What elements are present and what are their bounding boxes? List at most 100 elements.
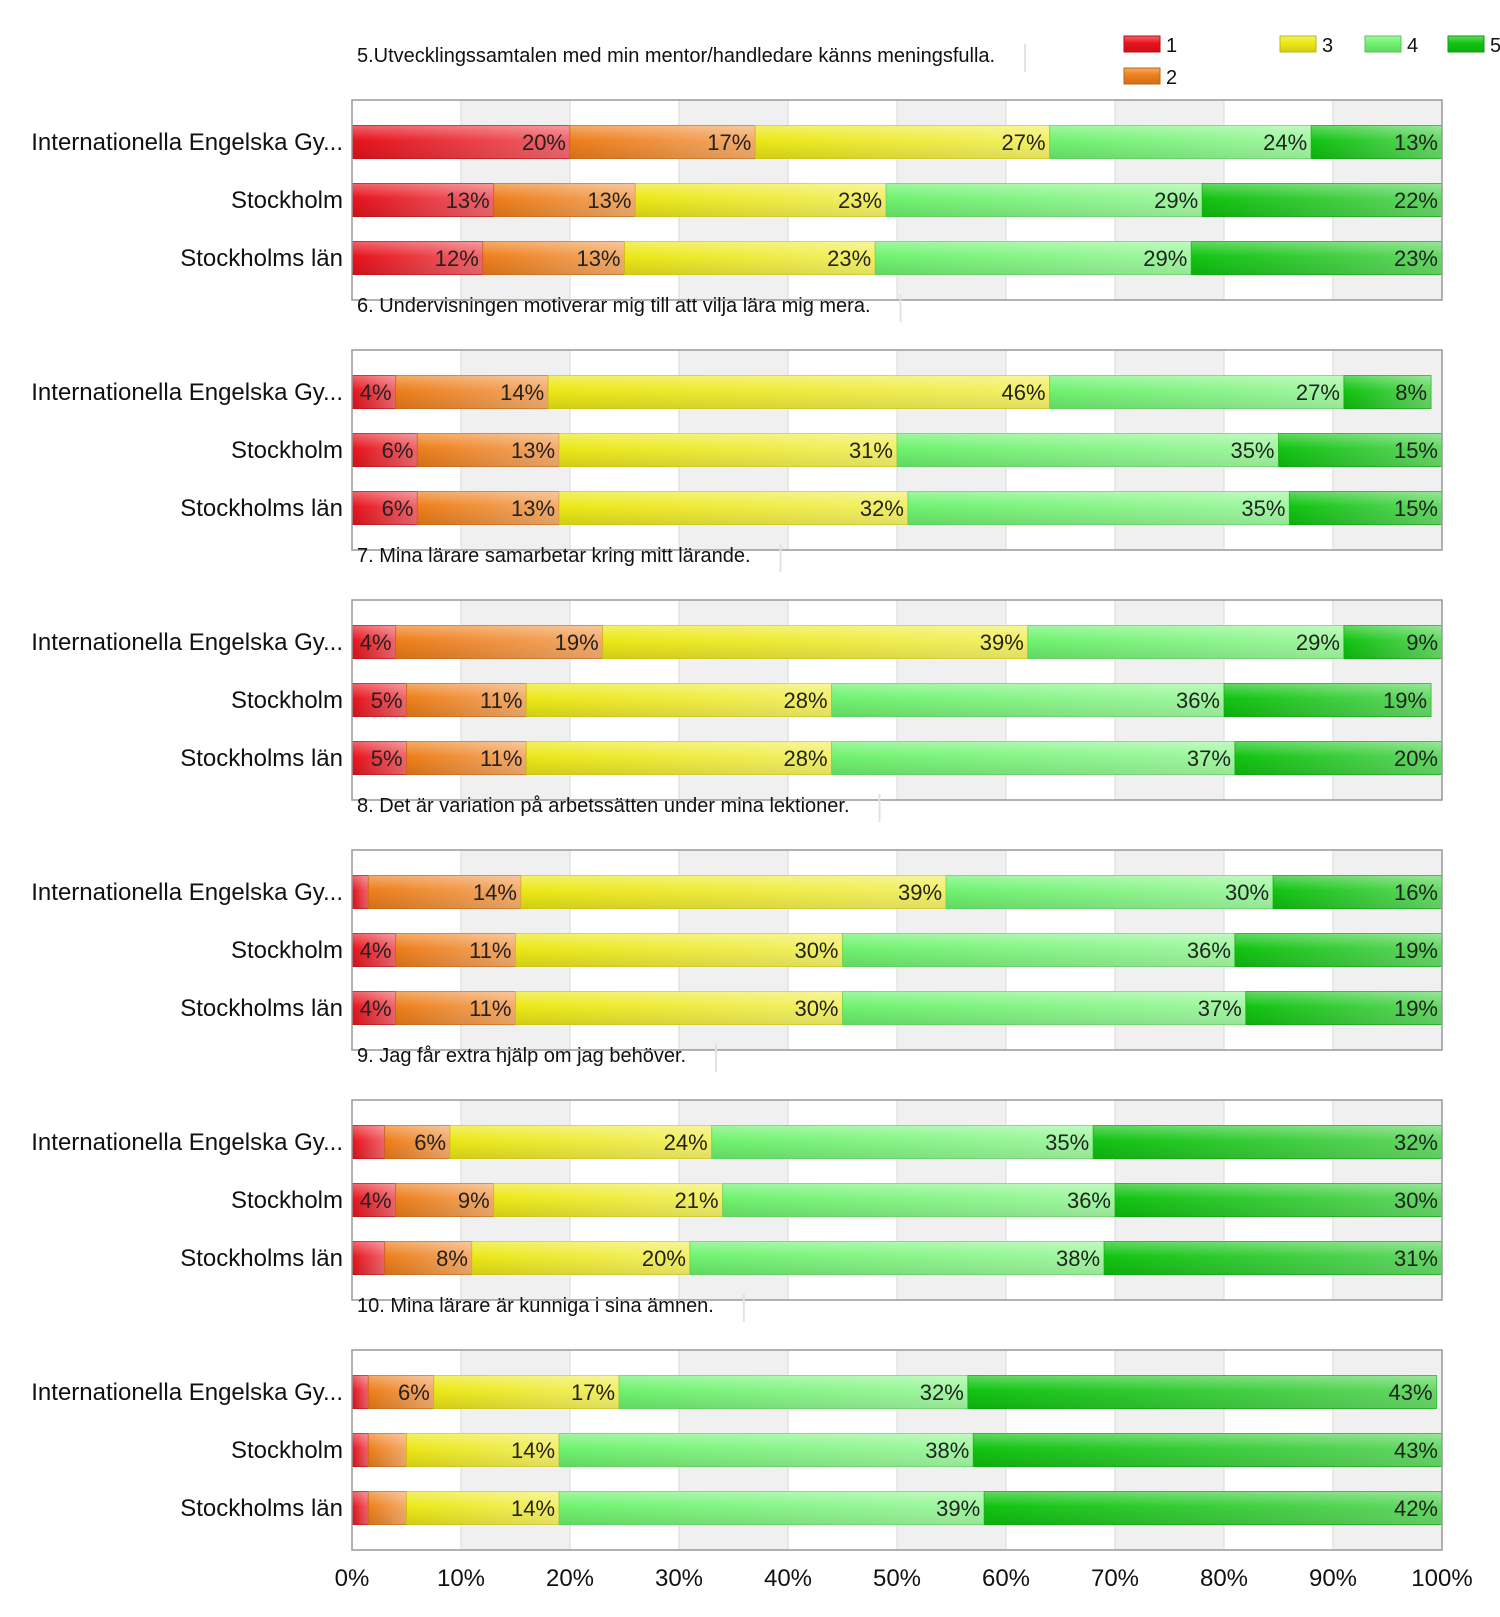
bar-segment-sheen <box>352 933 396 967</box>
bar-segment-sheen <box>526 741 832 775</box>
category-label: Stockholm <box>231 1437 343 1464</box>
panel-title: 8. Det är variation på arbetssätten unde… <box>357 795 850 817</box>
bar-segment-sheen <box>395 625 603 659</box>
panel-1: 5.Utvecklingssamtalen med min mentor/han… <box>31 44 1443 301</box>
bar-segment-outline <box>967 1375 1438 1409</box>
data-label: 11% <box>469 996 511 1021</box>
data-label: 4% <box>360 1188 392 1213</box>
bar-segment-sheen <box>946 875 1274 909</box>
category-label: Stockholms län <box>180 745 343 772</box>
bar-segment-sheen <box>515 933 843 967</box>
panel-frame <box>351 1349 1443 1551</box>
bar-segment-sheen <box>384 1241 472 1275</box>
bar-segment-sheen <box>352 1125 385 1159</box>
bar-segment-sheen <box>352 1433 369 1467</box>
data-label: 31% <box>1394 1246 1438 1271</box>
bar-segment-sheen <box>352 741 407 775</box>
bar-segment-sheen <box>433 1375 620 1409</box>
bar-segment-sheen <box>831 741 1235 775</box>
bar-segment-sheen <box>973 1433 1442 1467</box>
data-label: 21% <box>675 1188 719 1213</box>
data-label: 5% <box>371 688 403 713</box>
data-label: 20% <box>642 1246 686 1271</box>
category-label: Internationella Engelska Gy... <box>31 629 343 656</box>
bar-segment-sheen <box>1311 125 1442 159</box>
category-label: Stockholm <box>231 687 343 714</box>
category-label: Stockholms län <box>180 995 343 1022</box>
data-label: 6% <box>382 496 414 521</box>
bar-segment-sheen <box>1234 741 1442 775</box>
data-label: 11% <box>469 938 511 963</box>
data-label: 43% <box>1389 1380 1433 1405</box>
category-label: Internationella Engelska Gy... <box>31 1379 343 1406</box>
data-label: 32% <box>860 496 904 521</box>
data-label: 38% <box>925 1438 969 1463</box>
legend-label: 5 <box>1490 35 1500 57</box>
legend-swatch-1 <box>1123 35 1161 53</box>
bar-segment-sheen <box>406 1433 560 1467</box>
bar-segment-sheen <box>711 1125 1094 1159</box>
panel-6: 10. Mina lärare är kunniga i sina ämnen.… <box>31 1294 1443 1551</box>
x-tick-label: 100% <box>1411 1565 1472 1592</box>
legend-swatch-5 <box>1447 35 1485 53</box>
bar-segment-sheen <box>352 491 418 525</box>
data-label: 11% <box>480 746 522 771</box>
legend-swatch-3 <box>1279 35 1317 53</box>
bar-segment-sheen <box>352 125 570 159</box>
data-label: 19% <box>1383 688 1427 713</box>
legend: 1 2 3 4 5 <box>1123 35 1500 89</box>
x-tick-label: 80% <box>1200 1565 1248 1592</box>
data-label: 35% <box>1241 496 1285 521</box>
data-label: 29% <box>1296 630 1340 655</box>
data-label: 17% <box>571 1380 615 1405</box>
data-label: 29% <box>1154 188 1198 213</box>
panel-title: 9. Jag får extra hjälp om jag behöver. <box>357 1045 686 1067</box>
data-label: 23% <box>827 246 871 271</box>
data-label: 30% <box>794 996 838 1021</box>
data-label: 30% <box>1225 880 1269 905</box>
bar-segment-sheen <box>1027 625 1344 659</box>
data-label: 32% <box>920 1380 964 1405</box>
bar-segment-sheen <box>471 1241 690 1275</box>
data-label: 31% <box>849 438 893 463</box>
panel-frame <box>351 99 1443 301</box>
legend-label: 1 <box>1166 35 1177 57</box>
bar-segment-sheen <box>395 933 516 967</box>
data-label: 11% <box>480 688 522 713</box>
data-label: 12% <box>435 246 479 271</box>
bar-segment-sheen <box>689 1241 1105 1275</box>
bar-segment-sheen <box>559 491 908 525</box>
bar-segment-sheen <box>417 491 560 525</box>
data-label: 36% <box>1187 938 1231 963</box>
bar-segment-sheen <box>559 433 897 467</box>
bar-segment-sheen <box>352 375 396 409</box>
data-label: 36% <box>1176 688 1220 713</box>
data-label: 23% <box>838 188 882 213</box>
data-label: 8% <box>436 1246 468 1271</box>
data-label: 24% <box>664 1130 708 1155</box>
panel-frame <box>351 349 1443 551</box>
bar-segment-sheen <box>493 1183 723 1217</box>
data-label: 6% <box>382 438 414 463</box>
bar-segment-sheen <box>831 683 1224 717</box>
bar-segment-outline <box>1343 375 1432 409</box>
panel-2: 6. Undervisningen motiverar mig till att… <box>31 294 1443 551</box>
bar-segment-sheen <box>842 991 1246 1025</box>
panel-3: 7. Mina lärare samarbetar kring mitt lär… <box>31 544 1443 801</box>
bar-segment-sheen <box>493 183 636 217</box>
data-label: 38% <box>1056 1246 1100 1271</box>
x-tick-label: 90% <box>1309 1565 1357 1592</box>
bar-segment-sheen <box>352 183 494 217</box>
legend-swatch-2 <box>1123 67 1161 85</box>
bar-segment-sheen <box>352 1183 396 1217</box>
bar-segment-sheen <box>352 241 483 275</box>
bar-segment-sheen <box>417 433 560 467</box>
data-label: 30% <box>794 938 838 963</box>
panel-title: 5.Utvecklingssamtalen med min mentor/han… <box>357 45 995 67</box>
panel-title: 6. Undervisningen motiverar mig till att… <box>357 295 871 317</box>
data-label: 19% <box>1394 938 1438 963</box>
data-label: 14% <box>511 1496 555 1521</box>
data-label: 29% <box>1143 246 1187 271</box>
data-label: 39% <box>936 1496 980 1521</box>
bar-segment-sheen <box>624 241 876 275</box>
